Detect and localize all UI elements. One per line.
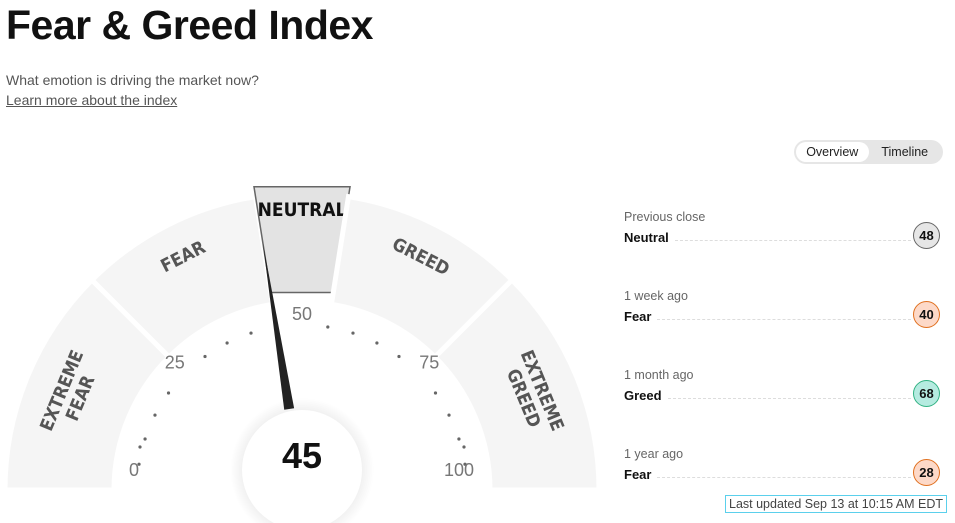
history-period: 1 week ago: [624, 289, 688, 303]
history-period: 1 month ago: [624, 368, 694, 382]
divider: [657, 477, 911, 478]
history-item: Previous close Neutral 48: [624, 210, 940, 249]
history-period: Previous close: [624, 210, 706, 224]
divider: [657, 319, 911, 320]
history-value-badge: 68: [913, 380, 940, 407]
tab-overview[interactable]: Overview: [796, 142, 869, 162]
tick-dot: [137, 462, 141, 466]
page-subtitle: What emotion is driving the market now?: [6, 72, 259, 88]
scale-label-75: 75: [419, 353, 439, 373]
tick-dot: [203, 354, 207, 359]
history-rating: Greed: [624, 388, 662, 403]
tick-dot: [166, 391, 171, 395]
history-value-badge: 28: [913, 459, 940, 486]
tick-dot: [138, 445, 142, 449]
page-title: Fear & Greed Index: [6, 2, 373, 48]
gauge-segment-extreme-greed: [431, 276, 602, 493]
scale-label-50: 50: [292, 304, 312, 324]
learn-more-link[interactable]: Learn more about the index: [6, 92, 178, 108]
tick-dot: [153, 413, 157, 417]
history-period: 1 year ago: [624, 447, 684, 461]
fear-greed-gauge: EXTREMEFEARFEARNEUTRALGREEDEXTREMEGREED0…: [2, 186, 602, 523]
history-item: 1 year ago Fear 28: [624, 447, 940, 486]
tick-dot: [447, 413, 451, 417]
scale-label-25: 25: [165, 353, 185, 373]
history-value-badge: 48: [913, 222, 940, 249]
tick-dot: [462, 445, 466, 449]
tick-dot: [351, 331, 355, 335]
history-item: 1 week ago Fear 40: [624, 289, 940, 328]
tick-dot: [463, 462, 467, 466]
scale-label-0: 0: [129, 460, 139, 480]
gauge-value: 45: [282, 435, 322, 476]
gauge-hub: [242, 410, 362, 523]
history-item: 1 month ago Greed 68: [624, 368, 940, 407]
gauge-segment-label: NEUTRAL: [258, 199, 347, 221]
tick-dot: [375, 341, 379, 345]
history-value-badge: 40: [913, 301, 940, 328]
tick-dot: [397, 354, 401, 359]
tick-dot: [225, 341, 229, 345]
gauge-needle: [262, 243, 295, 410]
tick-dot: [249, 331, 253, 335]
tick-dot: [326, 325, 330, 329]
tick-dot: [457, 437, 461, 441]
tick-dot: [143, 437, 147, 441]
view-toggle: Overview Timeline: [794, 140, 943, 164]
history-rating: Neutral: [624, 230, 669, 245]
last-updated: Last updated Sep 13 at 10:15 AM EDT: [725, 495, 948, 513]
tick-dot: [433, 391, 438, 395]
divider: [674, 240, 911, 241]
divider: [667, 398, 911, 399]
history-rating: Fear: [624, 309, 652, 324]
scale-label-100: 100: [444, 460, 474, 480]
history-rating: Fear: [624, 467, 652, 482]
tab-timeline[interactable]: Timeline: [881, 145, 929, 159]
